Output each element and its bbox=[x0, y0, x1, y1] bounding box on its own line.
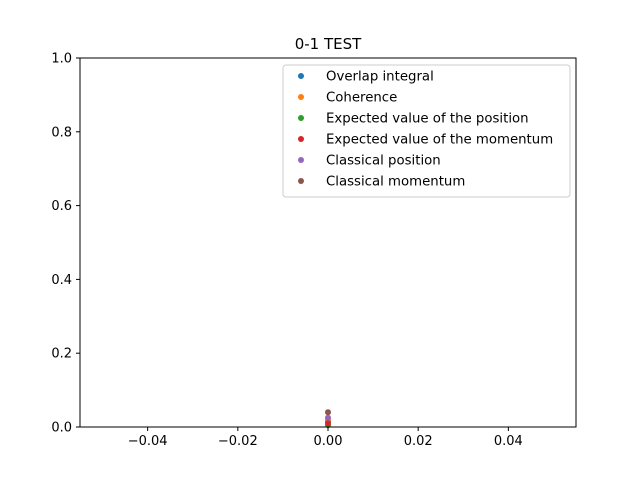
legend-marker bbox=[298, 136, 304, 142]
y-tick-label: 0.2 bbox=[51, 347, 72, 362]
legend-marker bbox=[298, 157, 304, 163]
y-tick-label: 0.4 bbox=[51, 273, 72, 288]
chart-title: 0-1 TEST bbox=[295, 35, 362, 53]
legend-marker bbox=[298, 94, 304, 100]
legend: Overlap integral Coherence Expected value … bbox=[282, 64, 571, 198]
plot-marks bbox=[325, 409, 331, 429]
x-tick-label: 0.02 bbox=[404, 434, 433, 449]
legend-marker bbox=[298, 178, 304, 184]
legend-marker bbox=[298, 115, 304, 121]
x-axis: −0.04 −0.02 0.00 0.02 0.04 bbox=[128, 427, 523, 449]
y-tick-label: 1.0 bbox=[51, 52, 72, 67]
legend-label: Classical position bbox=[326, 154, 441, 169]
data-point-series-4 bbox=[325, 414, 331, 421]
legend-label: Coherence bbox=[326, 91, 397, 106]
legend-box bbox=[282, 64, 571, 198]
legend-label: Classical momentum bbox=[326, 175, 465, 190]
x-tick-label: −0.02 bbox=[218, 434, 258, 449]
legend-marker bbox=[298, 73, 304, 79]
y-axis: 0.0 0.2 0.4 0.6 0.8 1.0 bbox=[51, 52, 80, 436]
x-tick-label: −0.04 bbox=[128, 434, 168, 449]
y-tick-label: 0.0 bbox=[51, 421, 72, 436]
data-point-series-3 bbox=[325, 420, 331, 427]
y-tick-label: 0.8 bbox=[51, 125, 72, 140]
x-tick-label: 0.04 bbox=[494, 434, 523, 449]
y-tick-label: 0.6 bbox=[51, 199, 72, 214]
legend-label: Overlap integral bbox=[326, 70, 434, 85]
data-point-series-5 bbox=[325, 409, 331, 416]
legend-label: Expected value of the momentum bbox=[326, 133, 553, 148]
x-tick-label: 0.00 bbox=[314, 434, 343, 449]
legend-label: Expected value of the position bbox=[326, 112, 529, 127]
